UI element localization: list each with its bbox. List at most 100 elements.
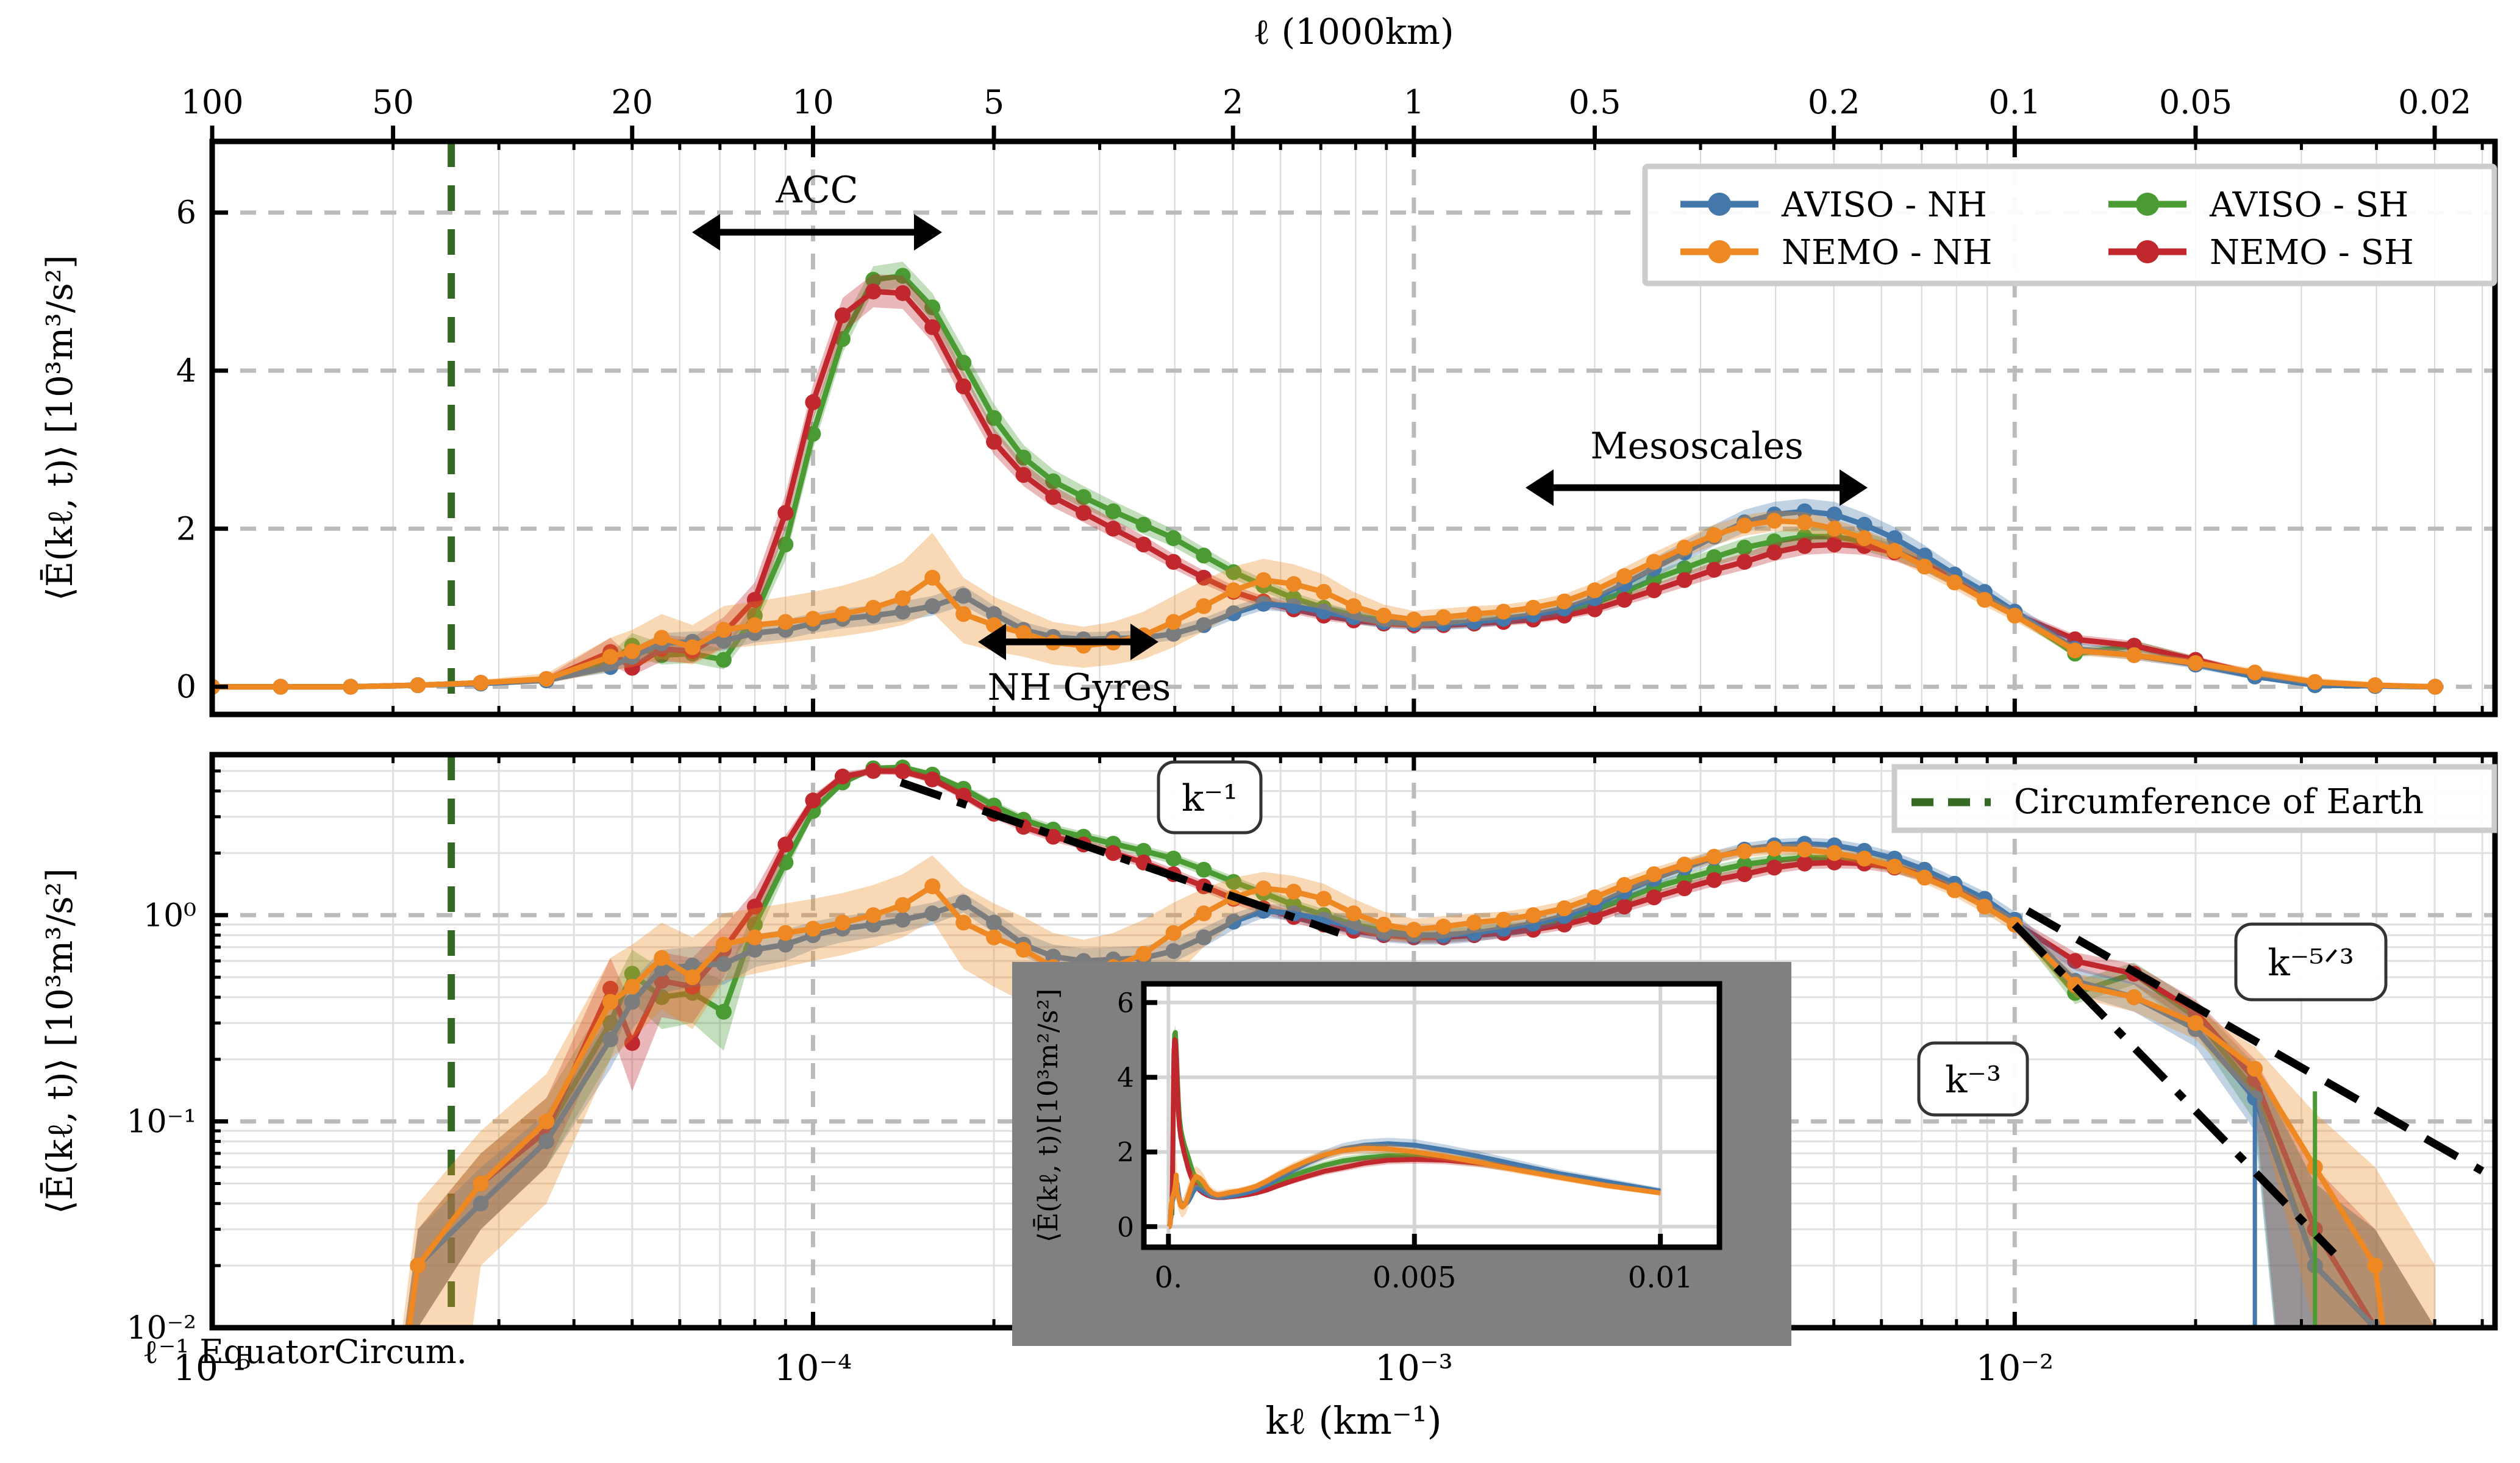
inset-ytick-label: 4 xyxy=(1117,1063,1134,1094)
legend-entry[interactable]: NEMO - NH xyxy=(1680,233,1993,272)
series-marker xyxy=(343,678,359,695)
series-marker xyxy=(538,671,555,687)
series-marker xyxy=(1646,554,1662,570)
series-marker xyxy=(1587,582,1603,599)
series-marker xyxy=(1316,603,1332,620)
legend-entry[interactable]: NEMO - SH xyxy=(2108,233,2414,272)
top-ytick-label: 6 xyxy=(176,195,196,232)
top-axis-tick-label: 0.05 xyxy=(2159,83,2232,121)
series-marker xyxy=(1405,611,1422,628)
series-marker xyxy=(1766,860,1782,876)
series-marker xyxy=(1616,877,1632,893)
inset-ytick-label: 6 xyxy=(1117,988,1134,1019)
series-marker xyxy=(624,643,640,660)
series-marker xyxy=(1766,841,1782,857)
series-marker xyxy=(924,905,941,922)
series-marker xyxy=(1737,866,1753,883)
series-marker xyxy=(1165,530,1182,546)
series-marker xyxy=(1165,554,1182,570)
series-marker xyxy=(1196,905,1212,922)
series-marker xyxy=(1376,916,1392,933)
series-marker xyxy=(410,1258,426,1274)
series-marker xyxy=(1135,536,1152,553)
series-marker xyxy=(1015,625,1032,641)
series-marker xyxy=(2007,607,2023,624)
legend-entry[interactable]: AVISO - NH xyxy=(1680,185,1987,225)
series-marker xyxy=(1556,593,1572,610)
bottom-xtick-label: 10⁻⁴ xyxy=(774,1347,852,1389)
series-marker xyxy=(624,994,640,1010)
series-marker xyxy=(1525,907,1541,924)
acc-label: ACC xyxy=(775,169,858,212)
series-marker xyxy=(1376,607,1392,624)
series-marker xyxy=(955,355,972,371)
series-marker xyxy=(1706,561,1722,578)
series-marker xyxy=(1616,899,1632,915)
inset-xtick-label: 0. xyxy=(1154,1261,1182,1295)
series-marker xyxy=(1976,592,1993,608)
kminus3-label-text: k⁻³ xyxy=(1945,1059,2001,1102)
series-marker xyxy=(2367,677,2383,693)
series-marker xyxy=(624,978,640,995)
series-marker xyxy=(1226,564,1242,580)
series-marker xyxy=(1737,518,1753,534)
mesoscales-arrow-head-left xyxy=(1526,469,1554,506)
series-marker xyxy=(1706,849,1722,865)
top-axis-tick-label: 5 xyxy=(983,83,1004,121)
series-marker xyxy=(1796,855,1813,872)
top-axis-tick-label: 100 xyxy=(180,83,243,121)
series-marker xyxy=(473,1195,489,1212)
series-marker xyxy=(955,914,972,931)
series-marker xyxy=(1045,489,1062,505)
series-marker xyxy=(1676,560,1693,577)
series-marker xyxy=(1676,856,1693,873)
series-marker xyxy=(1076,489,1092,505)
series-marker xyxy=(1766,533,1782,550)
series-marker xyxy=(1616,568,1632,585)
series-marker xyxy=(1105,521,1121,537)
series-marker xyxy=(2427,678,2443,695)
series-marker xyxy=(1946,574,1963,591)
series-marker xyxy=(865,763,882,779)
top-ytick-label: 2 xyxy=(176,511,196,547)
series-marker xyxy=(1196,861,1212,878)
series-marker xyxy=(834,606,851,622)
series-marker xyxy=(1015,449,1032,466)
inset-xtick-label: 0.005 xyxy=(1372,1261,1456,1295)
top-axis-title: ℓ (1000km) xyxy=(1253,11,1454,52)
series-marker xyxy=(1556,900,1572,916)
series-marker xyxy=(1706,549,1722,565)
series-marker xyxy=(986,929,1002,945)
legend-swatch-marker xyxy=(2136,193,2159,216)
series-band xyxy=(402,843,2435,1328)
series-marker xyxy=(1466,914,1482,931)
series-marker xyxy=(1886,543,1903,559)
series-marker xyxy=(1916,869,1933,886)
series-marker xyxy=(746,916,763,933)
series-marker xyxy=(1346,919,1362,935)
bottom-ytick-label: 10⁻² xyxy=(127,1310,196,1347)
series-marker xyxy=(1706,527,1722,543)
bottom-ylabel: ⟨Ē(kℓ, t)⟩ [10³m³/s²] xyxy=(39,868,80,1214)
series-marker xyxy=(865,600,882,616)
series-marker xyxy=(1737,843,1753,860)
series-marker xyxy=(1165,614,1182,630)
kminus1-line xyxy=(899,778,1340,937)
series-marker xyxy=(2247,1061,2263,1077)
series-marker xyxy=(1316,891,1332,907)
series-marker xyxy=(1196,617,1212,633)
legend-entry[interactable]: AVISO - SH xyxy=(2108,185,2408,225)
inset-plot-area xyxy=(1141,981,1722,1250)
nh-gyres-label: NH Gyres xyxy=(988,666,1171,709)
series-marker xyxy=(955,894,972,911)
kminus1-label-text: k⁻¹ xyxy=(1182,777,1238,820)
series-marker xyxy=(1766,513,1782,529)
series-marker xyxy=(1525,600,1541,616)
series-marker xyxy=(624,966,640,982)
series-marker xyxy=(986,433,1002,450)
series-marker xyxy=(715,622,732,638)
series-marker xyxy=(1135,516,1152,533)
earth-marker-label: ℓ⁻¹ EquatorCircum. xyxy=(143,1333,467,1371)
series-marker xyxy=(1886,858,1903,875)
series-marker xyxy=(1105,845,1121,861)
